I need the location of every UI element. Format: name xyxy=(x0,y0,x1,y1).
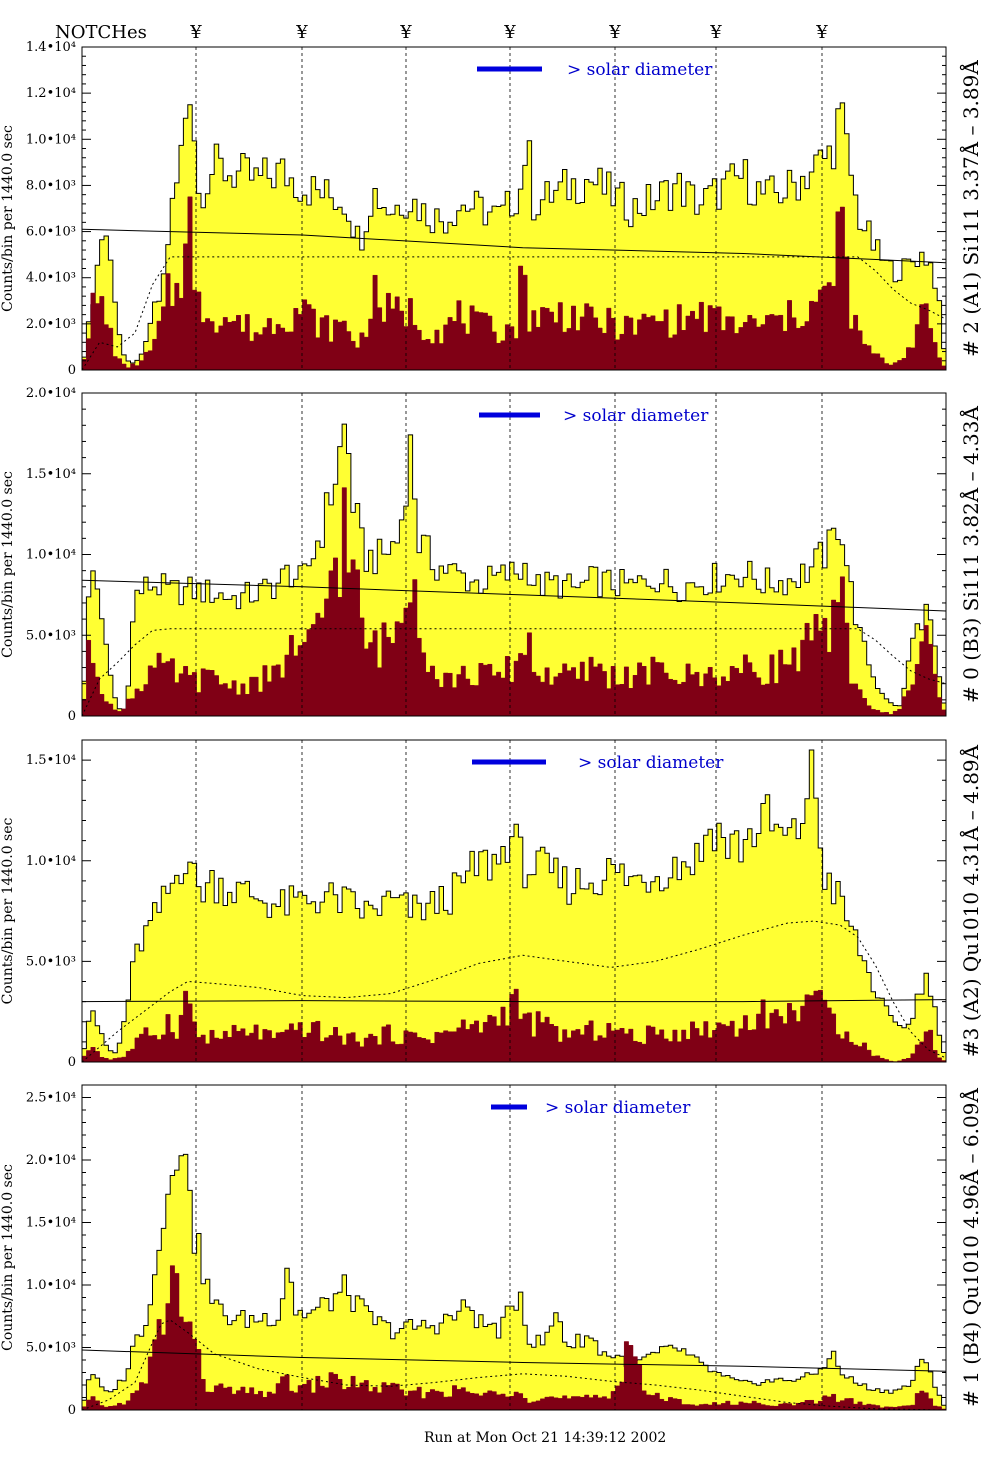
channel-label: # 0 (B3) Si111 3.82Å – 4.33Å xyxy=(958,406,983,703)
legend-text: > solar diameter xyxy=(567,60,713,80)
envelope-histogram xyxy=(81,423,947,717)
panels: 0 2.0•10³ 4.0•10³ 6.0•10³ 8.0•10³ 1.0•10⁴ 1.2•… xyxy=(0,40,983,1418)
envelope-histogram xyxy=(81,749,947,1063)
y-tick-label: 1.5•10⁴ xyxy=(26,1216,76,1231)
y-tick-label: 2.5•10⁴ xyxy=(26,1091,76,1106)
y-tick-label: 2.0•10³ xyxy=(26,317,76,332)
model-line-dotted xyxy=(81,1319,947,1411)
notch-mark-6: ¥ xyxy=(709,22,722,43)
y-tick-label: 0 xyxy=(68,363,76,378)
y-axis-label: Counts/bin per 1440.0 sec xyxy=(0,471,16,658)
y-tick-label: 0 xyxy=(68,709,76,724)
notch-mark-5: ¥ xyxy=(608,22,621,43)
legend-text: > solar diameter xyxy=(563,406,709,426)
notch-mark-1: ¥ xyxy=(189,22,202,43)
y-tick-label: 0 xyxy=(68,1403,76,1418)
plot-frame xyxy=(81,46,947,371)
y-tick-label: 5.0•10³ xyxy=(26,954,76,969)
envelope-histogram xyxy=(81,1153,947,1411)
notch-mark-3: ¥ xyxy=(399,22,412,43)
envelope-histogram xyxy=(81,102,947,371)
model-line-solid xyxy=(81,228,947,264)
y-tick-label: 1.4•10⁴ xyxy=(26,40,76,55)
footer-timestamp: Run at Mon Oct 21 14:39:12 2002 xyxy=(424,1430,666,1446)
dark-histogram xyxy=(81,1265,947,1411)
legend-text: > solar diameter xyxy=(545,1098,691,1118)
y-axis-label: Counts/bin per 1440.0 sec xyxy=(0,817,16,1004)
channel-label: # 2 (A1) Si111 3.37Å – 3.89Å xyxy=(958,60,983,357)
legend-text: > solar diameter xyxy=(578,753,724,773)
panel-1: 0 2.0•10³ 4.0•10³ 6.0•10³ 8.0•10³ 1.0•10⁴ 1.2•… xyxy=(0,40,983,378)
model-line-dotted xyxy=(81,256,947,371)
dark-histogram xyxy=(81,988,947,1063)
model-line-solid xyxy=(81,579,947,612)
y-tick-label: 1.0•10⁴ xyxy=(26,132,76,147)
y-axis-label: Counts/bin per 1440.0 sec xyxy=(0,125,16,312)
y-tick-label: 0 xyxy=(68,1055,76,1070)
y-tick-label: 5.0•10³ xyxy=(26,1341,76,1356)
y-tick-label: 4.0•10³ xyxy=(26,271,76,286)
y-tick-label: 1.5•10⁴ xyxy=(26,753,76,768)
channel-label: # 1 (B4) Qu1010 4.96Å – 6.09Å xyxy=(958,1088,983,1407)
y-tick-label: 1.0•10⁴ xyxy=(26,854,76,869)
dark-histogram xyxy=(81,487,947,717)
y-tick-label: 8.0•10³ xyxy=(26,178,76,193)
notch-marks: ¥ ¥ ¥ ¥ ¥ ¥ ¥ xyxy=(189,22,828,43)
model-line-solid xyxy=(81,999,947,1003)
channel-label: #3 (A2) Qu1010 4.31Å – 4.89Å xyxy=(958,744,983,1057)
panel-3: 0 5.0•10³ 1.0•10⁴ 1.5•10⁴ Counts/bin per 144… xyxy=(0,739,983,1070)
y-tick-label: 5.0•10³ xyxy=(26,628,76,643)
y-tick-label: 2.0•10⁴ xyxy=(26,1153,76,1168)
notch-mark-4: ¥ xyxy=(503,22,516,43)
y-tick-label: 1.0•10⁴ xyxy=(26,548,76,563)
panel-2: 0 5.0•10³ 1.0•10⁴ 1.5•10⁴ 2.0•10⁴ Counts/bin … xyxy=(0,386,983,724)
notch-mark-2: ¥ xyxy=(295,22,308,43)
y-axis-label: Counts/bin per 1440.0 sec xyxy=(0,1164,16,1351)
y-tick-label: 1.0•10⁴ xyxy=(26,1278,76,1293)
notch-mark-7: ¥ xyxy=(815,22,828,43)
notches-label: NOTCHes xyxy=(55,22,147,43)
y-tick-label: 1.2•10⁴ xyxy=(26,86,76,101)
dark-histogram xyxy=(81,196,947,371)
y-tick-label: 6.0•10³ xyxy=(26,225,76,240)
panel-4: 0 5.0•10³ 1.0•10⁴ 1.5•10⁴ 2.0•10⁴ 2.5•10⁴ Coun… xyxy=(0,1084,983,1418)
model-line-solid xyxy=(81,1349,947,1372)
y-tick-label: 2.0•10⁴ xyxy=(26,386,76,401)
y-tick-label: 1.5•10⁴ xyxy=(26,467,76,482)
